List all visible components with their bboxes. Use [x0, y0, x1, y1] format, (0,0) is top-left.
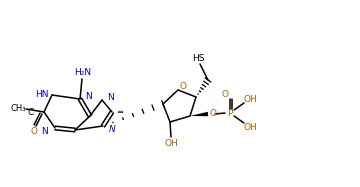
Text: OH: OH — [164, 139, 178, 148]
Polygon shape — [190, 112, 208, 116]
Text: ═: ═ — [117, 108, 122, 117]
Text: P: P — [227, 108, 233, 117]
Text: O: O — [210, 108, 216, 117]
Text: N: N — [85, 91, 91, 100]
Text: HN: HN — [35, 90, 49, 99]
Text: OH: OH — [243, 122, 257, 131]
Text: N: N — [42, 126, 48, 136]
Text: C: C — [28, 108, 34, 117]
Text: HS: HS — [192, 53, 204, 62]
Text: N: N — [109, 125, 115, 134]
Text: N: N — [108, 93, 114, 102]
Text: O: O — [180, 82, 186, 91]
Text: CH₃: CH₃ — [10, 103, 26, 113]
Text: OH: OH — [243, 94, 257, 103]
Text: H₂N: H₂N — [75, 68, 91, 76]
Text: O: O — [31, 128, 37, 137]
Text: O: O — [221, 90, 229, 99]
